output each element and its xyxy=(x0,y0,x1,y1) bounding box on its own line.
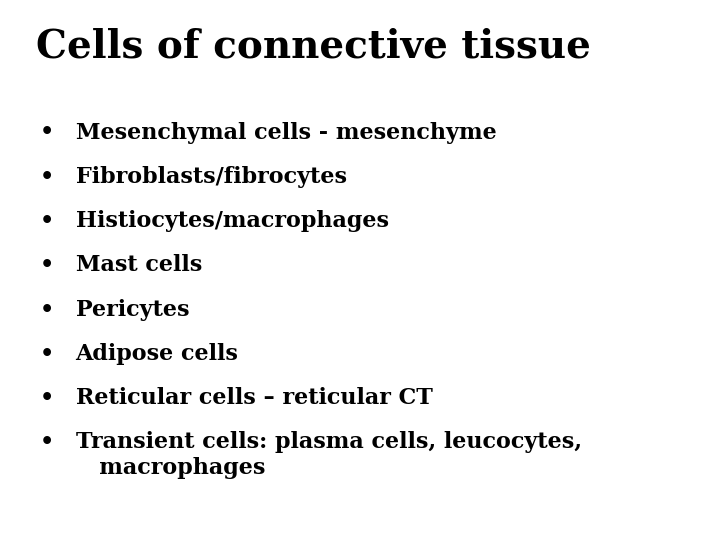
Text: •: • xyxy=(40,343,54,365)
Text: Reticular cells – reticular CT: Reticular cells – reticular CT xyxy=(76,387,433,409)
Text: •: • xyxy=(40,431,54,454)
Text: Mast cells: Mast cells xyxy=(76,254,202,276)
Text: Adipose cells: Adipose cells xyxy=(76,343,238,365)
Text: Fibroblasts/fibrocytes: Fibroblasts/fibrocytes xyxy=(76,166,346,188)
Text: •: • xyxy=(40,387,54,409)
Text: •: • xyxy=(40,299,54,321)
Text: Histiocytes/macrophages: Histiocytes/macrophages xyxy=(76,210,389,232)
Text: Pericytes: Pericytes xyxy=(76,299,189,321)
Text: Cells of connective tissue: Cells of connective tissue xyxy=(36,27,591,65)
Text: •: • xyxy=(40,210,54,232)
Text: Mesenchymal cells - mesenchyme: Mesenchymal cells - mesenchyme xyxy=(76,122,496,144)
Text: •: • xyxy=(40,166,54,188)
Text: Transient cells: plasma cells, leucocytes,
   macrophages: Transient cells: plasma cells, leucocyte… xyxy=(76,431,582,479)
Text: •: • xyxy=(40,122,54,144)
Text: •: • xyxy=(40,254,54,276)
